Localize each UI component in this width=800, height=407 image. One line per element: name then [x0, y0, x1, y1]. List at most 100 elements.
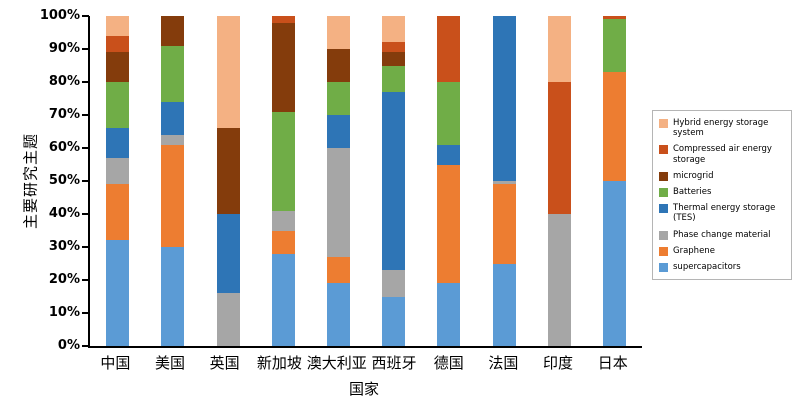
x-axis-tick-labels: 中国 美国 英国 新加坡 澳大利亚 西班牙 德国 法国 印度 日本: [88, 352, 640, 373]
y-tick-mark: [82, 246, 89, 248]
legend-label: Phase change material: [673, 229, 771, 240]
y-tick-label: 30%: [48, 239, 80, 254]
legend-label: Hybrid energy storage system: [673, 118, 769, 139]
bar-segment: [271, 230, 295, 254]
legend-label: Graphene: [673, 245, 715, 256]
legend-swatch-icon: [659, 119, 668, 128]
y-tick-mark: [82, 345, 89, 347]
y-tick-label: 80%: [48, 74, 80, 89]
bar-segment: [437, 283, 461, 346]
bar-segment: [106, 157, 130, 185]
y-tick-label: 20%: [48, 272, 80, 287]
y-tick-mark: [82, 147, 89, 149]
bar-segment: [106, 35, 130, 53]
x-tick-label: 英国: [209, 354, 240, 372]
bar-segment: [271, 253, 295, 346]
legend-label: Batteries: [673, 186, 712, 197]
bar-segment: [437, 82, 461, 145]
y-tick-mark: [82, 114, 89, 116]
bar-segment: [216, 128, 240, 215]
bar-segment: [106, 52, 130, 83]
legend-swatch-icon: [659, 230, 668, 240]
bar-segment: [326, 256, 350, 284]
legend-item: Batteries: [659, 187, 785, 197]
stacked-bar: [437, 16, 461, 346]
bar-segment: [216, 16, 240, 129]
legend-item: Phase change material: [659, 230, 785, 240]
bar-segment: [382, 91, 406, 271]
x-tick-label: 法国: [488, 354, 519, 372]
bar-column-1: [90, 16, 145, 346]
bar-segment: [161, 247, 185, 346]
bar-segment: [547, 214, 571, 346]
bar-segment: [602, 16, 626, 20]
stacked-bar: [161, 16, 185, 346]
y-tick-mark: [82, 48, 89, 50]
bar-segment: [602, 19, 626, 73]
y-tick-mark: [82, 312, 89, 314]
x-tick-label: 德国: [433, 354, 464, 372]
legend-item: microgrid: [659, 171, 785, 181]
bar-segment: [271, 22, 295, 112]
x-tick-label: 西班牙: [371, 354, 417, 372]
legend-item: Graphene: [659, 246, 785, 256]
y-tick-label: 60%: [48, 140, 80, 155]
legend-label: Thermal energy storage (TES): [673, 203, 776, 224]
y-tick-mark: [82, 180, 89, 182]
y-tick-label: 50%: [48, 173, 80, 188]
bar-segment: [492, 184, 516, 264]
bar-segment: [492, 263, 516, 346]
stacked-bar: [216, 16, 240, 346]
bar-segment: [326, 16, 350, 50]
y-tick-mark: [82, 15, 89, 17]
bar-segment: [161, 101, 185, 135]
legend-label: supercapacitors: [673, 261, 741, 272]
legend-item: Thermal energy storage (TES): [659, 203, 785, 223]
bar-segment: [547, 16, 571, 82]
bar-segment: [326, 148, 350, 257]
bar-column-9: [532, 16, 587, 346]
bar-segment: [326, 115, 350, 149]
bar-segment: [271, 16, 295, 23]
bar-column-10: [587, 16, 642, 346]
legend-swatch-icon: [659, 187, 668, 197]
legend-item: supercapacitors: [659, 262, 785, 272]
x-tick-label: 日本: [597, 354, 628, 372]
y-tick-label: 90%: [48, 41, 80, 56]
bar-segment: [271, 210, 295, 231]
bar-segment: [437, 164, 461, 284]
y-tick-mark: [82, 81, 89, 83]
legend: Hybrid energy storage system Compressed a…: [652, 110, 792, 281]
bar-segment: [382, 296, 406, 346]
legend-swatch-icon: [659, 204, 668, 214]
legend-swatch-icon: [659, 171, 668, 181]
bar-segment: [161, 16, 185, 46]
bar-segment: [271, 111, 295, 211]
stacked-bar: [382, 16, 406, 346]
y-tick-label: 10%: [48, 305, 80, 320]
bar-segment: [106, 128, 130, 158]
bar-column-8: [476, 16, 531, 346]
y-tick-mark: [82, 213, 89, 215]
bar-segment: [326, 82, 350, 116]
legend-item: Hybrid energy storage system: [659, 118, 785, 138]
bar-segment: [382, 270, 406, 297]
bar-segment: [161, 45, 185, 102]
x-tick-label: 澳大利亚: [306, 354, 367, 372]
bar-column-7: [421, 16, 476, 346]
bar-segment: [161, 134, 185, 145]
x-axis-title: 国家: [348, 380, 379, 398]
bar-segment: [547, 82, 571, 214]
bar-segment: [602, 72, 626, 181]
bar-segment: [106, 82, 130, 129]
x-tick-label: 中国: [100, 354, 131, 372]
legend-label: Compressed air energy storage: [673, 144, 772, 165]
bar-column-2: [145, 16, 200, 346]
y-tick-label: 70%: [48, 107, 80, 122]
bar-segment: [216, 293, 240, 346]
legend-swatch-icon: [659, 145, 668, 155]
y-tick-mark: [82, 279, 89, 281]
bar-column-4: [256, 16, 311, 346]
bar-segment: [161, 144, 185, 247]
